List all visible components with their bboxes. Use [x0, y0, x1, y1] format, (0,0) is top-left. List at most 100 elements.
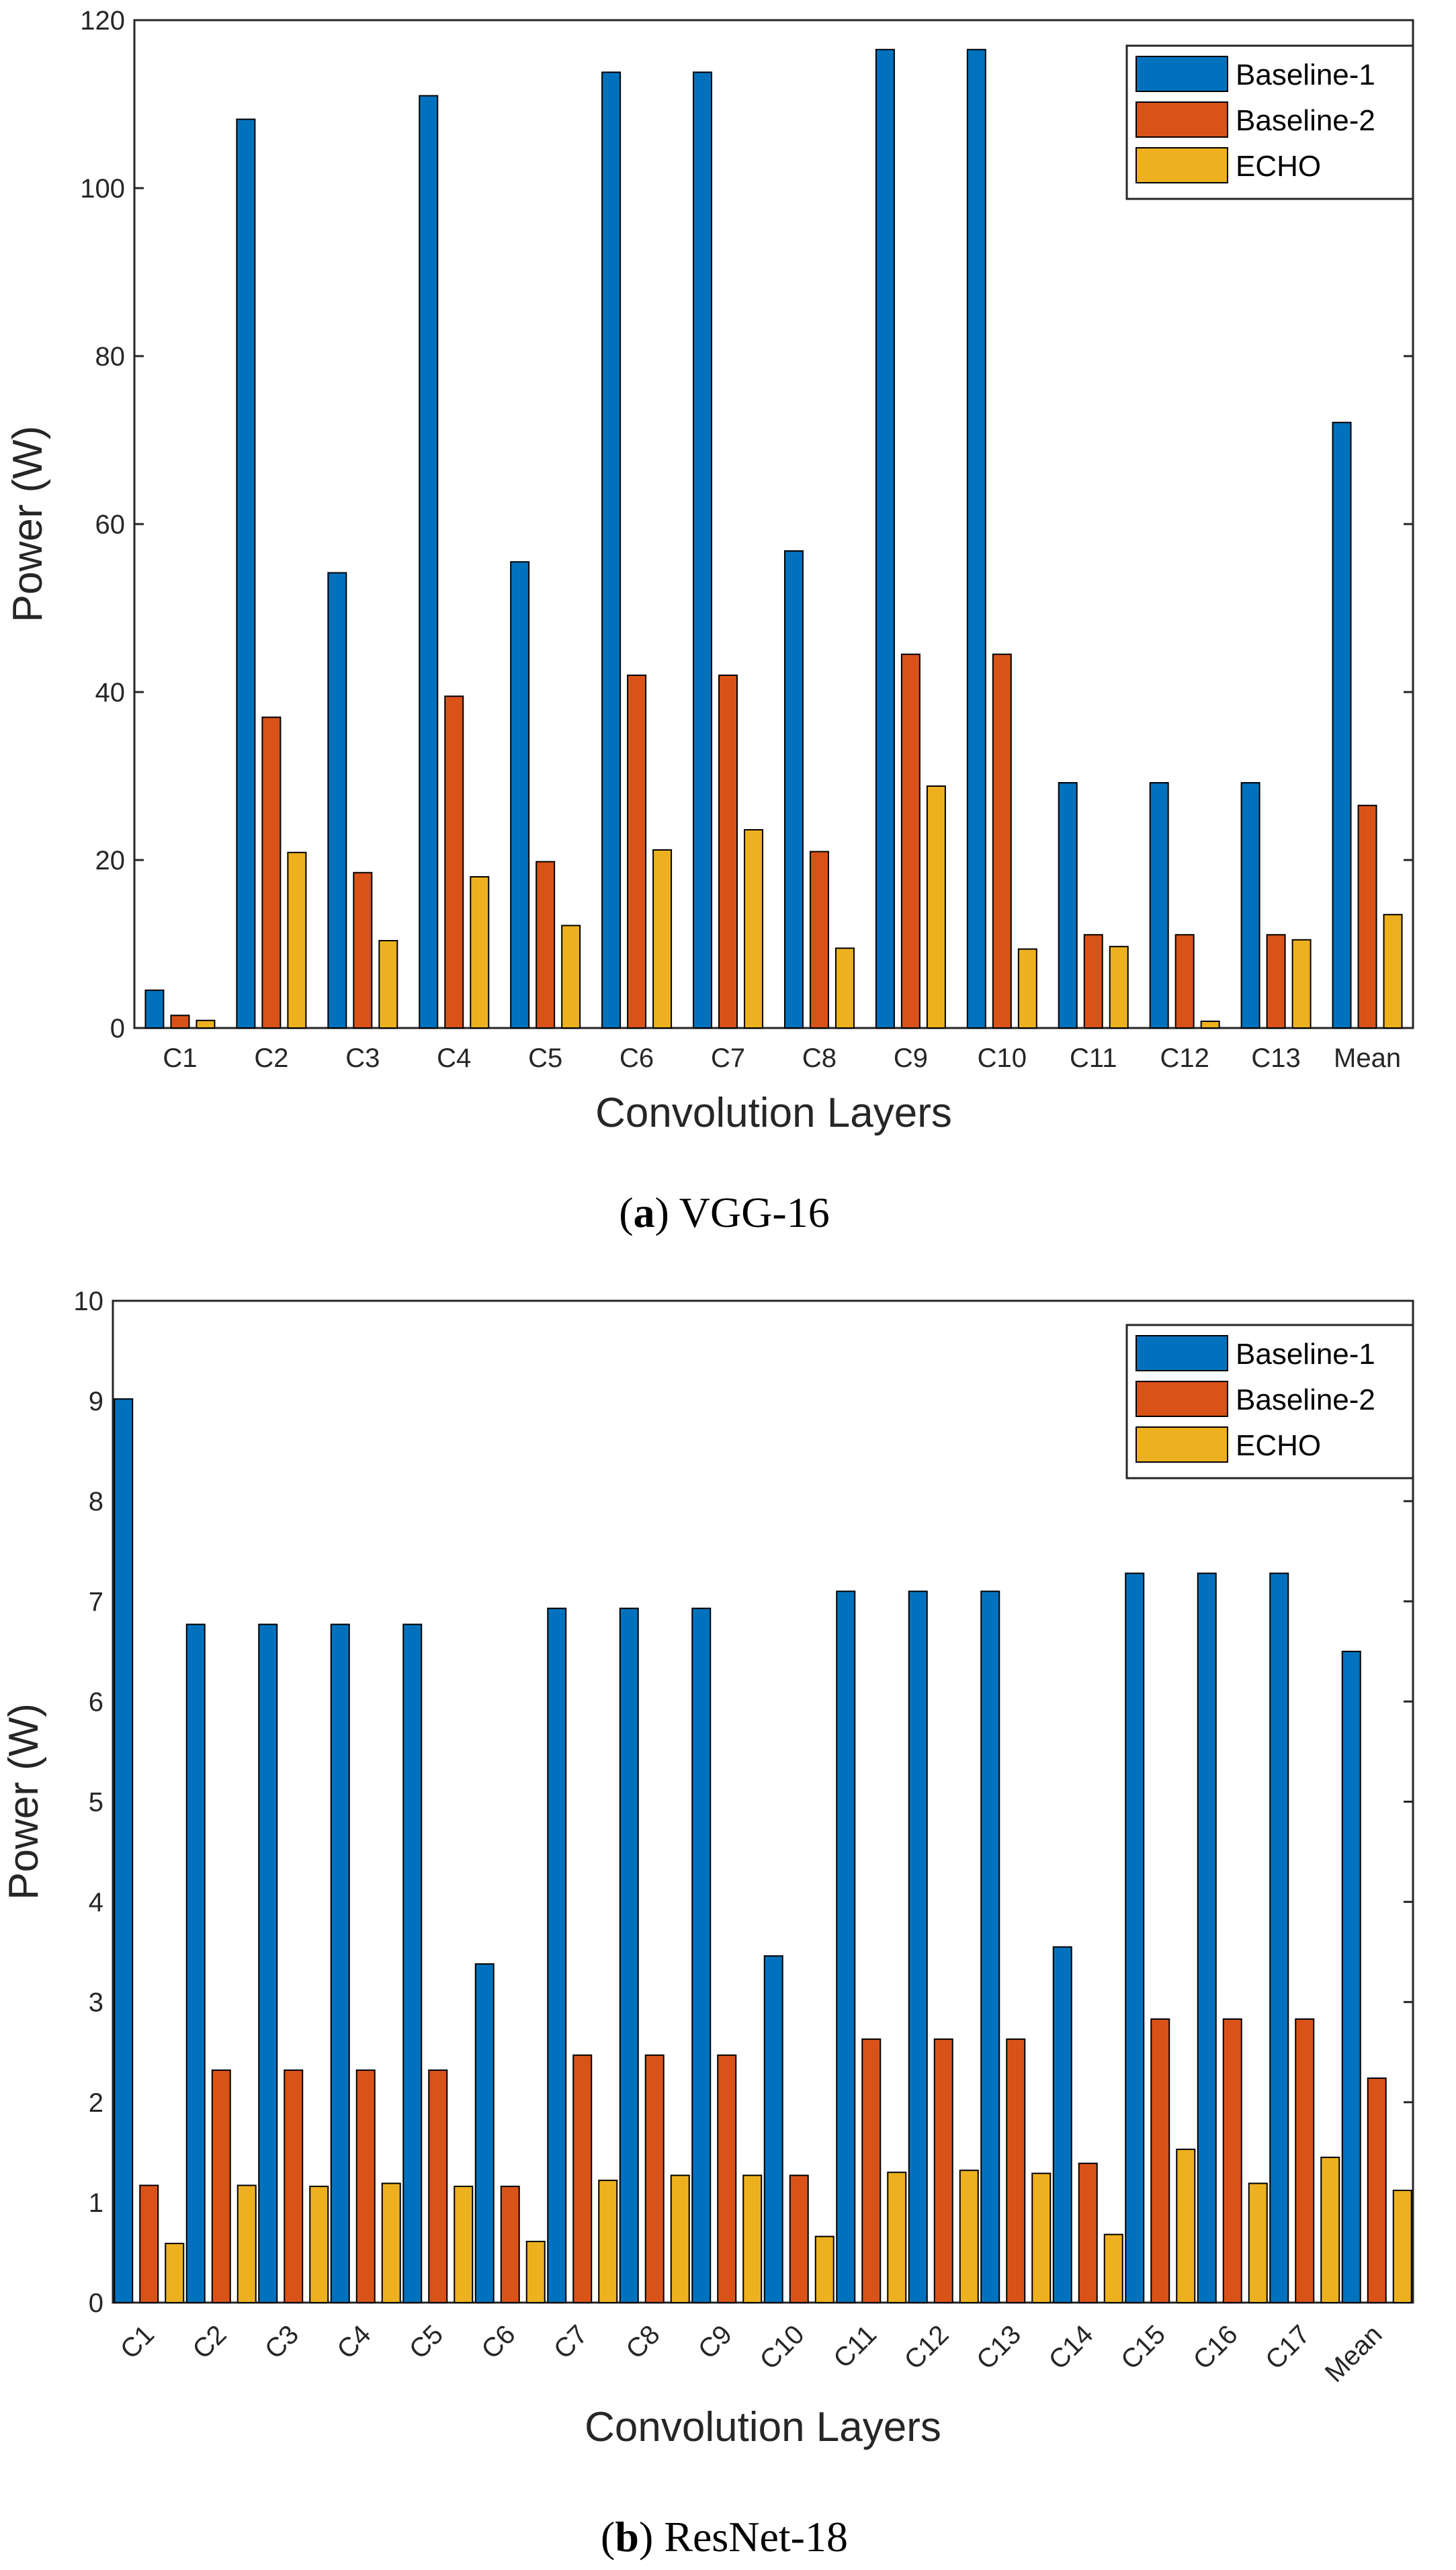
bar-echo-c6	[525, 2241, 546, 2304]
chart-vgg16: 0 20 40 60 80 100 120 C1 C2 C3 C4 C5 C6 C7 C8 C9 C10 C11 C…	[5, 6, 1414, 1236]
caption-open: (	[601, 2513, 615, 2561]
legend-swatch-echo	[1136, 1426, 1228, 1463]
legend-label: ECHO	[1236, 150, 1321, 183]
bar-echo-c2	[237, 2184, 257, 2303]
bar-baseline-1-c2	[236, 118, 256, 1029]
bar-echo-c17	[1320, 2156, 1340, 2303]
bar-baseline-1-c17	[1269, 1572, 1289, 2303]
bar-baseline-2-c3	[353, 871, 373, 1029]
bar-baseline-2-c5	[428, 2069, 448, 2303]
caption-text: ResNet-18	[653, 2513, 848, 2561]
bar-echo-c8	[834, 947, 855, 1029]
bar-baseline-2-c10	[992, 653, 1012, 1029]
bar-echo-c5	[561, 925, 581, 1029]
legend-swatch-baseline-2	[1136, 1381, 1228, 1417]
y-axis-label: Power (W)	[5, 426, 51, 623]
legend: Baseline-1 Baseline-2 ECHO	[1125, 44, 1414, 200]
y-tick-label: 80	[95, 342, 126, 372]
y-tick-label: 7	[89, 1587, 103, 1617]
bar-baseline-1-c4	[330, 1623, 350, 2303]
bar-baseline-1-c4	[419, 95, 439, 1029]
y-tick-label: 20	[95, 846, 126, 875]
bar-echo-c11	[887, 2172, 907, 2303]
bar-baseline-1-c6	[474, 1963, 495, 2303]
x-tick-label: C9	[894, 1043, 928, 1073]
bar-baseline-2-c6	[627, 675, 647, 1029]
bar-echo-c12	[959, 2170, 979, 2303]
bar-baseline-1-c8	[619, 1607, 639, 2303]
bar-baseline-2-c2	[211, 2069, 231, 2303]
bar-baseline-2-c3	[284, 2069, 304, 2303]
bar-echo-c4	[470, 876, 490, 1029]
legend-label: Baseline-1	[1236, 58, 1375, 91]
bar-baseline-2-c6	[500, 2186, 520, 2303]
y-tick-label: 120	[80, 6, 125, 36]
bar-baseline-2-c10	[789, 2174, 809, 2304]
y-tick-label: 4	[89, 1888, 103, 1918]
bar-baseline-1-mean	[1332, 421, 1352, 1029]
legend-swatch-baseline-2	[1136, 101, 1228, 138]
bar-echo-c13	[1291, 939, 1312, 1029]
bar-baseline-2-c12	[1174, 934, 1195, 1029]
y-tick-label: 60	[95, 510, 126, 540]
bar-baseline-1-c15	[1125, 1572, 1145, 2303]
bar-baseline-1-c11	[1058, 782, 1078, 1029]
legend-label: Baseline-1	[1236, 1338, 1375, 1371]
figure-caption: (b) ResNet-18	[601, 2513, 848, 2561]
bar-echo-c12	[1200, 1021, 1220, 1029]
bar-echo-c8	[670, 2174, 690, 2304]
y-tick-label: 6	[89, 1687, 103, 1717]
bar-baseline-1-c10	[763, 1955, 783, 2303]
x-tick-label: C11	[1070, 1043, 1117, 1073]
bar-echo-c10	[814, 2235, 834, 2303]
y-tick-label: 5	[89, 1788, 103, 1817]
bar-baseline-2-c1	[170, 1015, 190, 1029]
bar-baseline-1-c13	[1240, 782, 1260, 1029]
caption-letter: b	[615, 2513, 639, 2561]
bar-baseline-2-c13	[1266, 934, 1286, 1029]
y-tick-label: 3	[89, 1988, 103, 2018]
x-tick-label: C2	[254, 1043, 288, 1073]
bar-baseline-2-c4	[355, 2069, 376, 2303]
bar-baseline-1-c14	[1052, 1946, 1072, 2304]
caption-close: )	[639, 2513, 653, 2561]
y-tick-label: 40	[95, 678, 126, 708]
bar-echo-c10	[1017, 948, 1037, 1029]
caption-close: )	[655, 1189, 669, 1236]
y-tick-label: 100	[80, 174, 125, 204]
bar-baseline-2-c12	[933, 2038, 953, 2303]
x-tick-label: C12	[1160, 1043, 1209, 1073]
x-tick-label: C3	[345, 1043, 380, 1073]
legend-label: ECHO	[1236, 1429, 1321, 1462]
bar-baseline-1-c7	[547, 1607, 567, 2303]
bar-baseline-1-c1	[144, 989, 165, 1029]
bar-baseline-2-c2	[261, 716, 282, 1029]
bar-baseline-1-c5	[510, 561, 530, 1029]
bar-echo-c9	[742, 2174, 763, 2304]
y-tick-label: 9	[89, 1387, 103, 1416]
bar-baseline-1-c16	[1197, 1572, 1217, 2303]
bar-baseline-2-mean	[1357, 804, 1377, 1029]
bar-echo-c11	[1109, 945, 1129, 1029]
x-axis-label: Convolution Layers	[585, 2404, 941, 2450]
x-tick-label: C7	[711, 1043, 745, 1073]
bar-echo-c9	[926, 785, 946, 1029]
bar-baseline-2-c17	[1295, 2018, 1315, 2304]
bar-baseline-2-c8	[644, 2054, 665, 2303]
bar-baseline-1-c5	[402, 1623, 423, 2303]
bar-baseline-1-c8	[783, 550, 804, 1029]
bar-echo-c13	[1031, 2172, 1052, 2303]
bar-baseline-2-c9	[900, 653, 920, 1029]
bar-echo-mean	[1383, 914, 1403, 1029]
bar-baseline-2-c11	[861, 2038, 882, 2303]
x-tick-label: C10	[978, 1043, 1027, 1073]
bar-baseline-2-c7	[718, 675, 738, 1029]
bar-baseline-1-c9	[691, 1607, 712, 2303]
x-tick-label: Mean	[1334, 1043, 1401, 1073]
y-tick-label: 8	[89, 1487, 103, 1516]
legend-swatch-baseline-1	[1136, 1335, 1228, 1371]
bar-echo-c7	[598, 2180, 618, 2303]
y-tick-label: 1	[89, 2188, 103, 2218]
bar-baseline-2-mean	[1367, 2078, 1387, 2304]
